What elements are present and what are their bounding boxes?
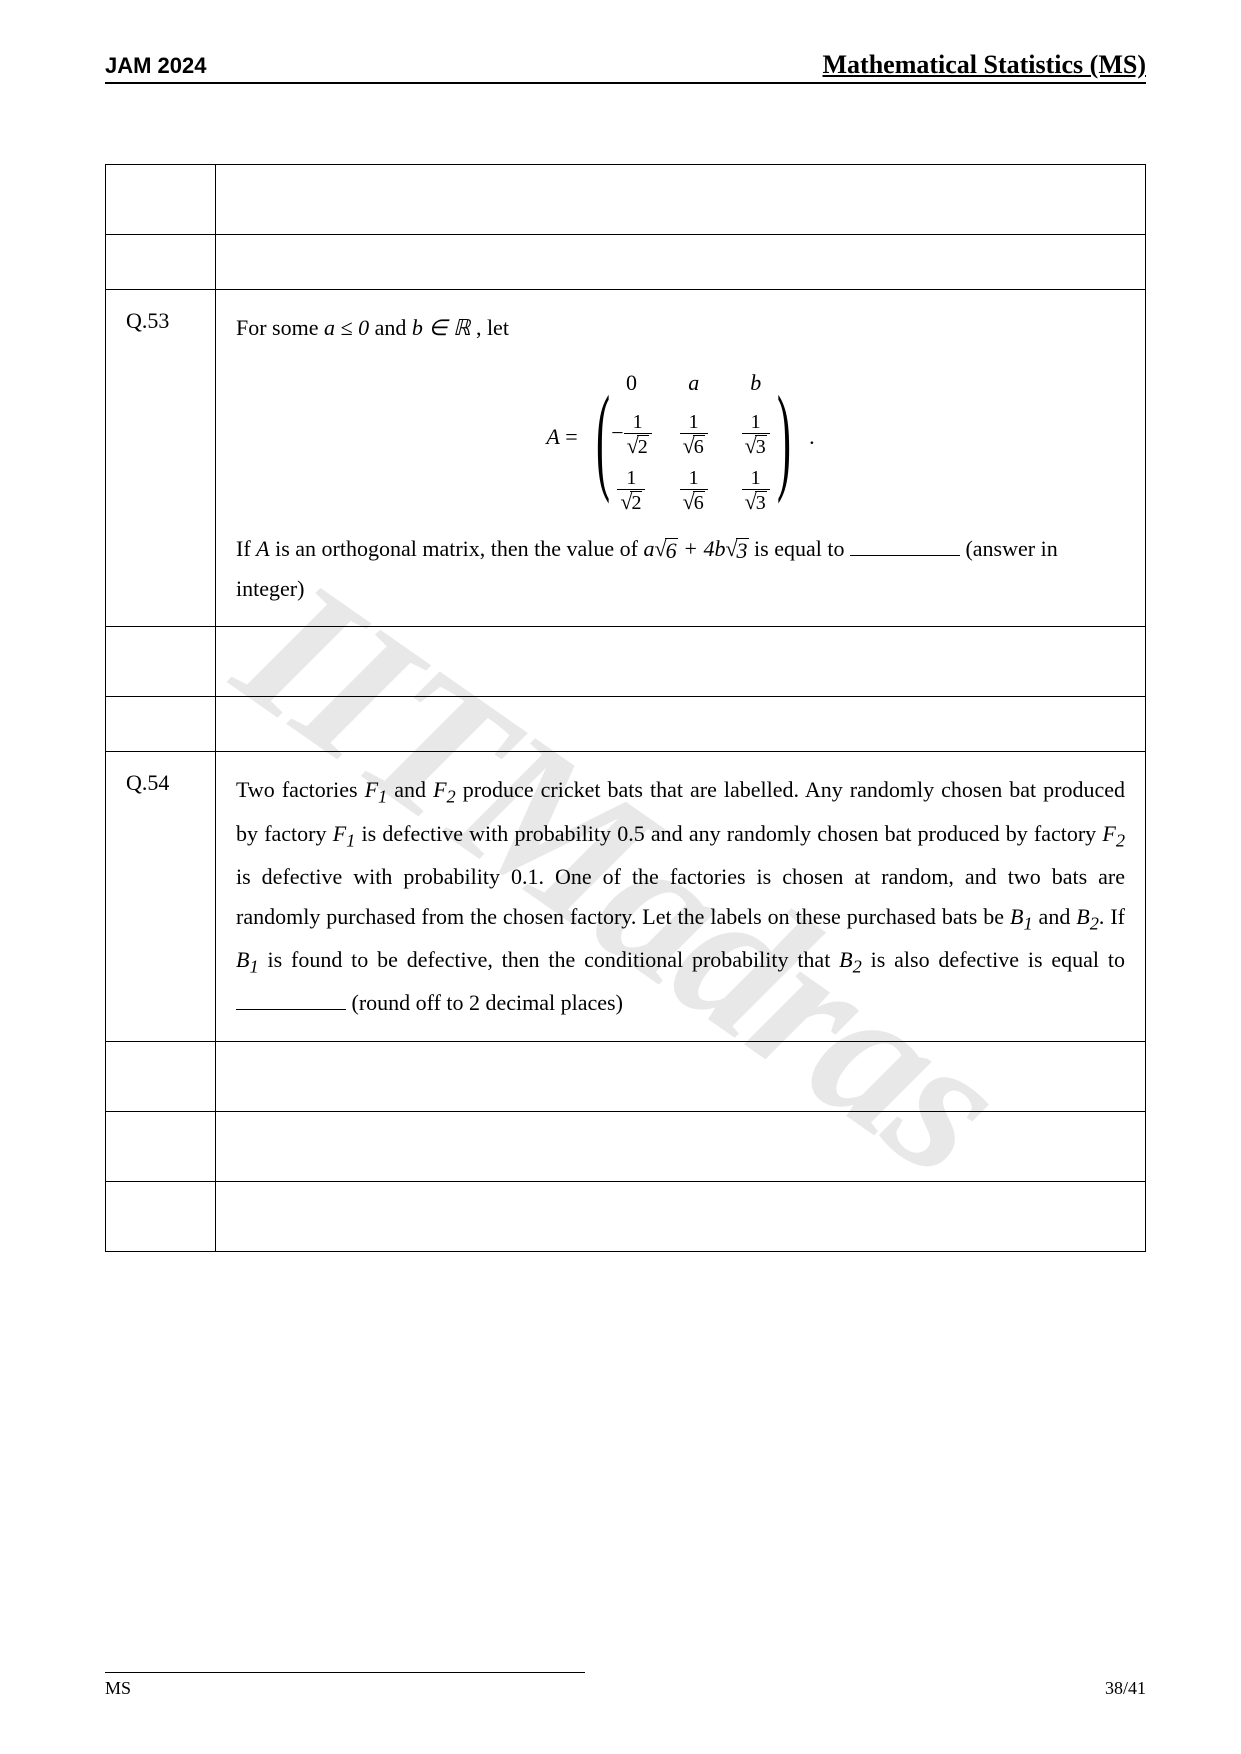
math-expr: b ∈ ℝ	[412, 315, 471, 340]
matrix-cell: a	[674, 363, 714, 403]
footer-rule	[105, 1672, 585, 1673]
matrix-cell: 1√3	[736, 468, 776, 514]
matrix-cell: b	[736, 363, 776, 403]
text: and	[387, 777, 433, 802]
math-var: F2	[433, 777, 456, 802]
math-var: B2	[1076, 904, 1099, 929]
matrix-grid: 0 a b −1√2 1√6 1√3 1√2 1√6 1√3	[611, 363, 776, 515]
q53-intro: For some a ≤ 0 and b ∈ ℝ , let	[236, 308, 1125, 348]
text: (round off to 2 decimal places)	[346, 990, 623, 1015]
text: , let	[470, 315, 509, 340]
matrix-cell: 1√3	[736, 412, 776, 458]
question-row-53: Q.53 For some a ≤ 0 and b ∈ ℝ , let A = …	[106, 290, 1146, 627]
text: If	[236, 536, 256, 561]
matrix-cell: 1√6	[674, 468, 714, 514]
empty-row	[106, 1112, 1146, 1182]
page-header: JAM 2024 Mathematical Statistics (MS)	[105, 50, 1146, 84]
text: and	[1033, 904, 1077, 929]
math-expr: a ≤ 0	[324, 315, 369, 340]
math-var: A	[256, 536, 269, 561]
text: For some	[236, 315, 324, 340]
empty-row	[106, 627, 1146, 697]
questions-table: Q.53 For some a ≤ 0 and b ∈ ℝ , let A = …	[105, 164, 1146, 1252]
text: is equal to	[749, 536, 850, 561]
math-var: B1	[1010, 904, 1033, 929]
header-exam-name: JAM 2024	[105, 53, 207, 79]
question-content: Two factories F1 and F2 produce cricket …	[216, 752, 1146, 1042]
equals: =	[565, 423, 583, 448]
text: is an orthogonal matrix, then the value …	[270, 536, 644, 561]
matrix-cell: −1√2	[611, 412, 652, 458]
matrix-cell: 0	[611, 363, 652, 403]
empty-row	[106, 697, 1146, 752]
empty-row	[106, 1182, 1146, 1252]
matrix-cell: 1√6	[674, 412, 714, 458]
q53-line2: If A is an orthogonal matrix, then the v…	[236, 529, 1125, 608]
text: is defective with probability 0.1. One o…	[236, 864, 1125, 929]
question-number: Q.53	[106, 290, 216, 627]
math-expr: a√6 + 4b√3	[644, 536, 749, 561]
question-row-54: Q.54 Two factories F1 and F2 produce cri…	[106, 752, 1146, 1042]
matrix: ( 0 a b −1√2 1√6 1√3 1√2 1√6 1√3 )	[583, 363, 803, 515]
text: is defective with probability 0.5 and an…	[355, 821, 1102, 846]
text: is found to be defective, then the condi…	[259, 947, 840, 972]
answer-blank	[850, 555, 960, 556]
matrix-cell: 1√2	[611, 468, 652, 514]
footer-page-number: 38/41	[1105, 1678, 1146, 1699]
question-number: Q.54	[106, 752, 216, 1042]
math-var: F1	[365, 777, 388, 802]
text: is also defective is equal to	[862, 947, 1125, 972]
header-subject: Mathematical Statistics (MS)	[823, 50, 1146, 80]
empty-row	[106, 235, 1146, 290]
empty-row	[106, 1042, 1146, 1112]
matrix-lhs: A	[546, 423, 559, 448]
math-var: B2	[839, 947, 862, 972]
math-var: B1	[236, 947, 259, 972]
page-footer: MS 38/41	[105, 1672, 1146, 1699]
answer-blank	[236, 1009, 346, 1010]
text: . If	[1099, 904, 1125, 929]
math-var: F1	[333, 821, 356, 846]
period: .	[809, 423, 815, 448]
question-content: For some a ≤ 0 and b ∈ ℝ , let A = ( 0 a…	[216, 290, 1146, 627]
empty-row	[106, 165, 1146, 235]
paren-right: )	[777, 387, 791, 489]
paren-left: (	[596, 387, 610, 489]
matrix-equation: A = ( 0 a b −1√2 1√6 1√3 1√2 1√6	[236, 363, 1125, 515]
text: and	[369, 315, 412, 340]
text: Two factories	[236, 777, 365, 802]
footer-left: MS	[105, 1678, 131, 1699]
page-content: JAM 2024 Mathematical Statistics (MS) Q.…	[0, 0, 1241, 1302]
math-var: F2	[1102, 821, 1125, 846]
